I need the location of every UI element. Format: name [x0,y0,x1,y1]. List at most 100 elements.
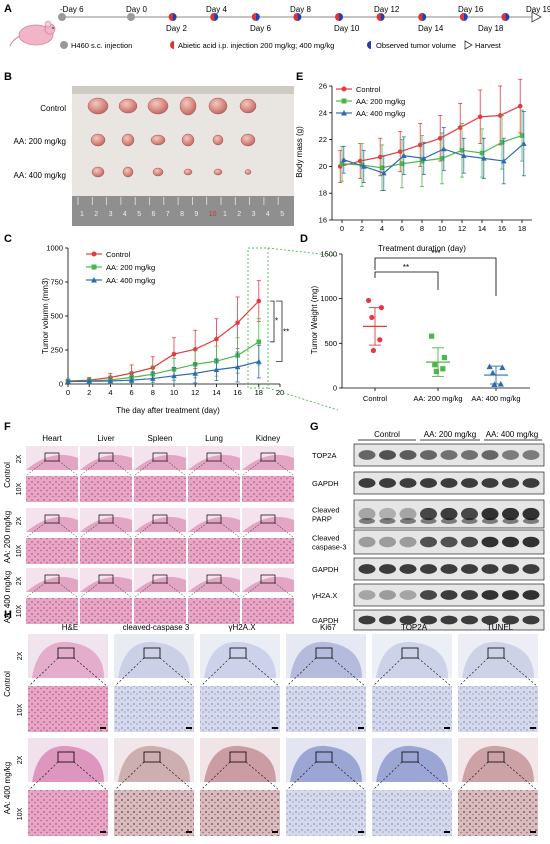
data-point [150,375,156,381]
blot-band [358,590,376,600]
data-point [401,152,407,158]
tissue-section [242,516,294,532]
data-point [370,347,376,354]
timeline-observe-marker [380,13,385,21]
panel-letter-e: E [296,71,303,83]
day-label-0: Day 0 [126,5,147,14]
data-point [341,156,347,162]
zoom-guide [58,522,78,538]
blot-band [522,507,540,521]
zoom-guide [58,582,78,598]
x-tick-label: 16 [498,224,506,233]
x-tick-label: 0 [340,224,344,233]
histology-10x-image [134,538,186,564]
x-tick-label: 20 [276,388,284,397]
series-line [343,143,525,174]
blot-band [399,564,417,574]
zoom-guide [166,522,186,538]
tissue-section [26,454,78,470]
blot-band [522,536,540,548]
y-tick-label: 1500 [320,250,337,259]
blot-band [461,478,478,488]
blot-band [481,478,499,488]
ihc-row-label: AA: 400 mg/kg [3,762,12,814]
panel-b-tumor-photo: 1 2 3 4 5 6 7 8 9 10 1 2 3 4 5 Control AA: 200 mg/kg A… [14,86,294,226]
day-label-10: Day 10 [334,24,360,33]
data-point [497,380,504,387]
data-point [381,170,387,176]
data-point [379,165,385,171]
ihc-10x-image [200,686,280,732]
zoom-guide [372,761,403,791]
data-point [429,333,435,339]
data-point [366,297,372,304]
x-tick-label: 6 [130,388,134,397]
zoom-guide [245,761,280,791]
legend-marker [91,277,97,283]
data-point [440,366,446,372]
blot-band [440,450,458,460]
tissue-section [188,516,240,532]
zoom-box [44,514,60,524]
chart-e-legend-400: AA: 400 mg/kg [356,109,405,118]
tissue-section [188,454,240,470]
histology-10x-image [242,598,294,624]
zoom-box [152,574,168,584]
tissue-section [204,641,276,678]
data-point [481,155,487,161]
panel-letter-b: B [4,71,12,83]
zoom-box [229,751,247,763]
blot-band [481,536,499,548]
y-tick-label: 500 [324,339,337,348]
blot-band [502,507,519,521]
ruler-number: 5 [280,211,284,218]
panel-letter-c: C [4,233,12,245]
x-tick-label: 18 [255,388,263,397]
x-tick-label: 10 [170,388,178,397]
zoom-guide [220,460,240,476]
tumor-specimen [208,97,228,115]
data-point [461,152,467,158]
data-point [399,161,405,167]
zoom-box [229,647,247,659]
chart-e-ylabel: Body mass (g) [295,126,304,178]
histology-10x-image [80,476,132,502]
tissue-section [188,576,240,592]
zoom-box [206,514,222,524]
tumor-specimen [181,133,195,147]
tumor-specimen [239,98,257,114]
ruler-number: 1 [80,211,84,218]
blot-band [502,450,519,460]
ruler [72,196,294,226]
timeline-treatment-marker [168,13,173,21]
x-tick-label: 14 [478,224,486,233]
blot-band [522,615,540,625]
zoom-box [260,514,276,524]
histology-10x-image [134,598,186,624]
zoom-guide [159,657,194,687]
zoom-guide [188,460,208,476]
zoom-guide [245,657,280,687]
zoom-guide [372,657,403,687]
tumor-specimen [118,98,138,114]
panel-g-western-blot: Control AA: 200 mg/kg AA: 400 mg/kg TOP2A GA… [312,430,545,631]
ruler-number: 7 [166,211,170,218]
blot-band [481,615,499,625]
tumor-specimen [212,134,224,146]
tumor-specimen [147,97,169,115]
scale-bar [444,831,450,833]
mag-label: 10X [17,703,24,716]
scale-bar [186,727,192,729]
zoom-box [487,647,505,659]
zoom-guide [417,761,452,791]
blot-band-label: GAPDH [312,479,339,488]
blot-group-label: Control [374,430,400,439]
zoom-guide [28,761,59,791]
zoom-guide [503,761,538,791]
zoom-guide [28,657,59,687]
x-tick-label: AA: 200 mg/kg [413,394,462,403]
ihc-10x-image [286,790,366,836]
tissue-section [134,516,186,532]
y-tick-label: 250 [50,346,63,355]
zoom-guide [188,582,208,598]
